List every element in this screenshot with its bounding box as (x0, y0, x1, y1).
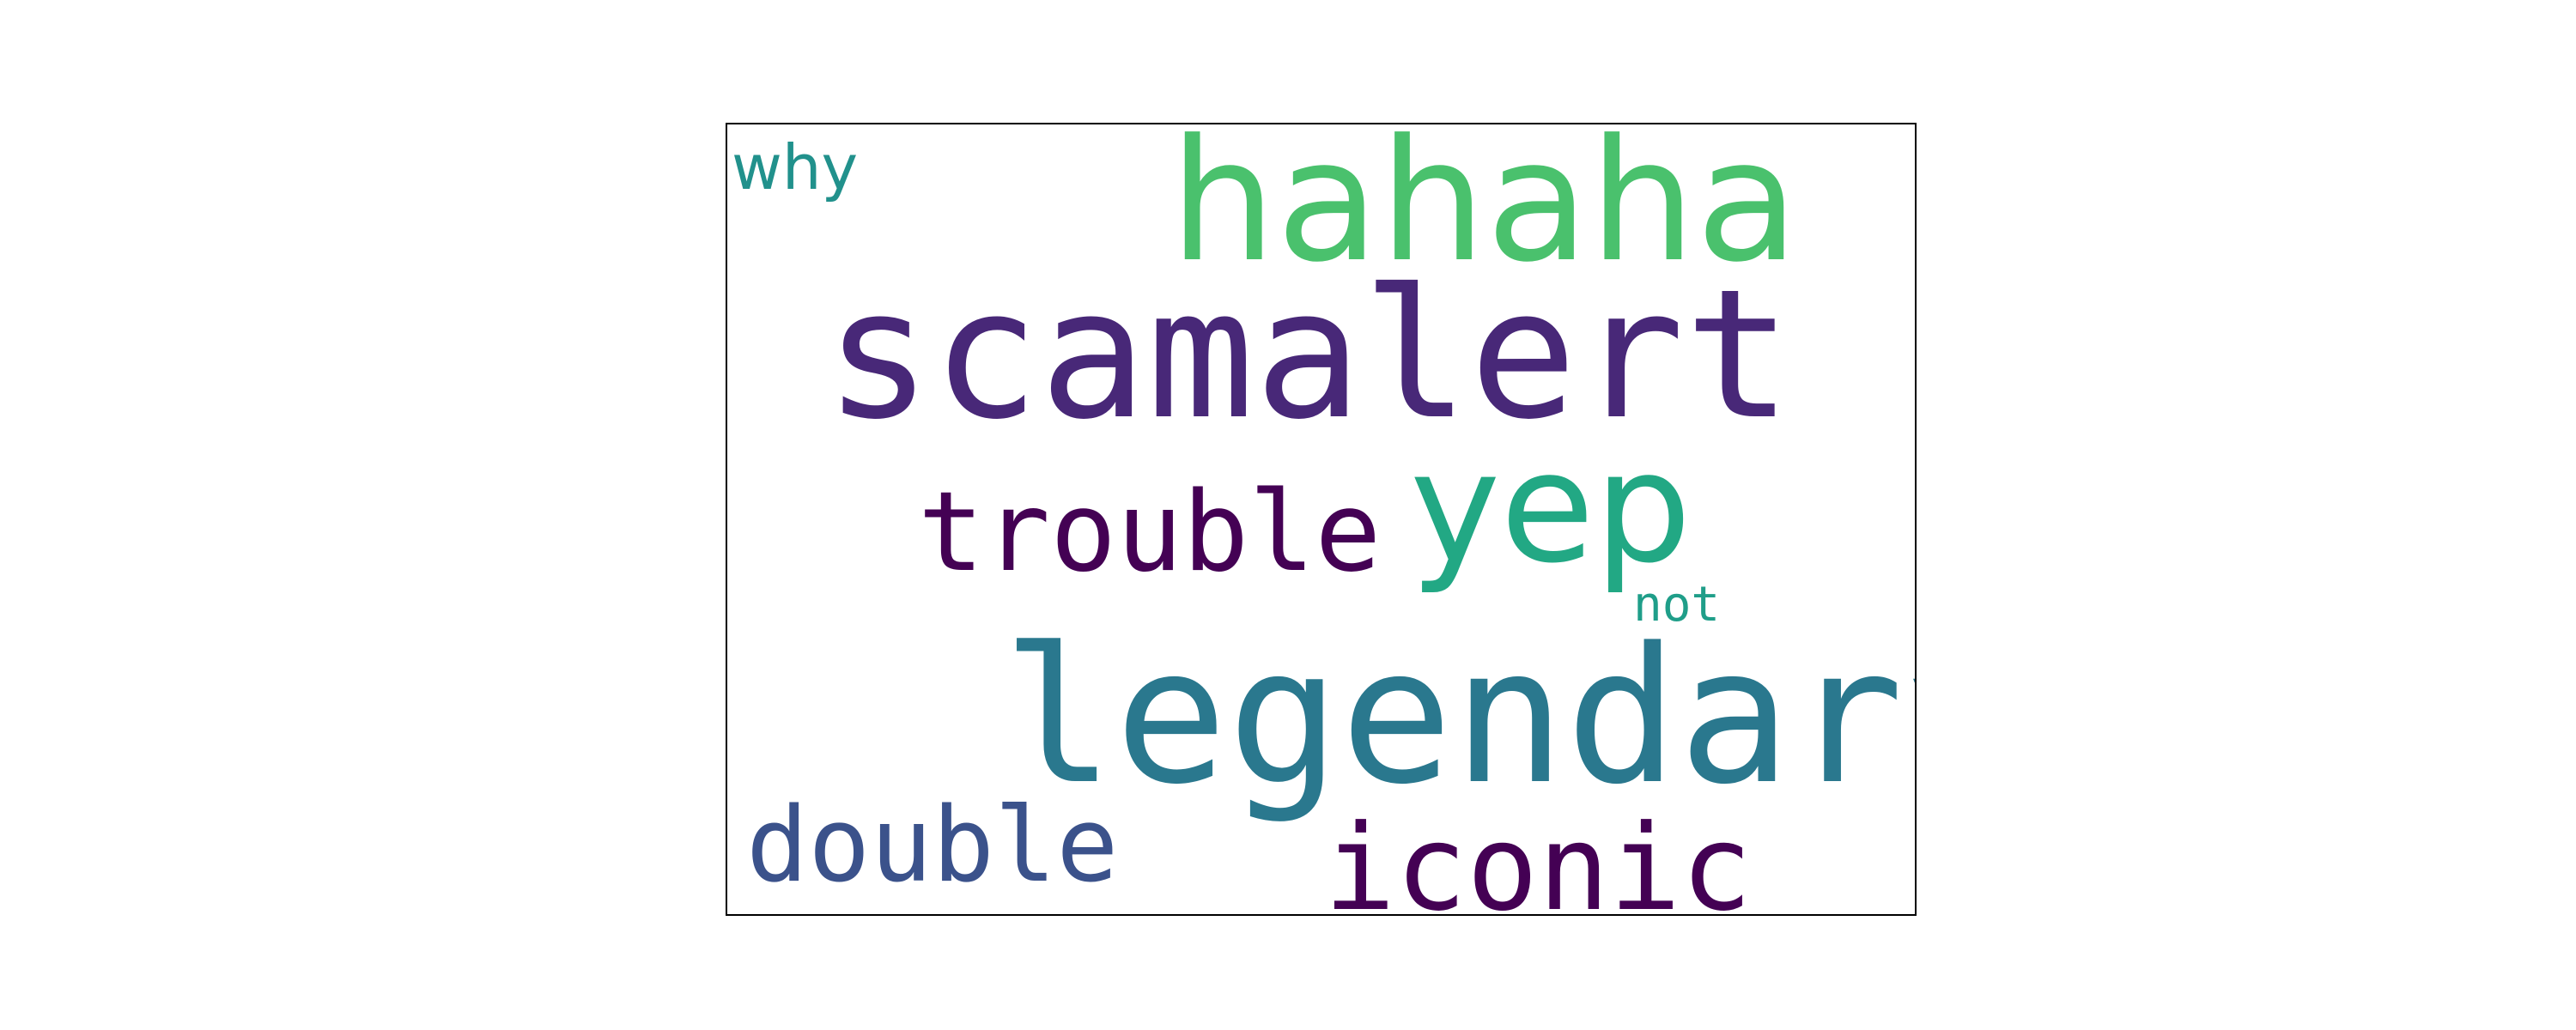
word-scamalert: scamalert (824, 251, 1793, 459)
word-iconic: iconic (1324, 799, 1753, 916)
word-why: why (732, 131, 859, 203)
word-cloud-frame: why hahaha scamalert yep trouble not leg… (726, 123, 1917, 916)
word-yep: yep (1410, 419, 1692, 597)
word-double: double (746, 786, 1119, 906)
word-not: not (1633, 577, 1721, 633)
word-trouble: trouble (918, 469, 1382, 597)
word-hahaha: hahaha (1170, 123, 1799, 300)
word-legendary: legendary (1002, 609, 1917, 826)
